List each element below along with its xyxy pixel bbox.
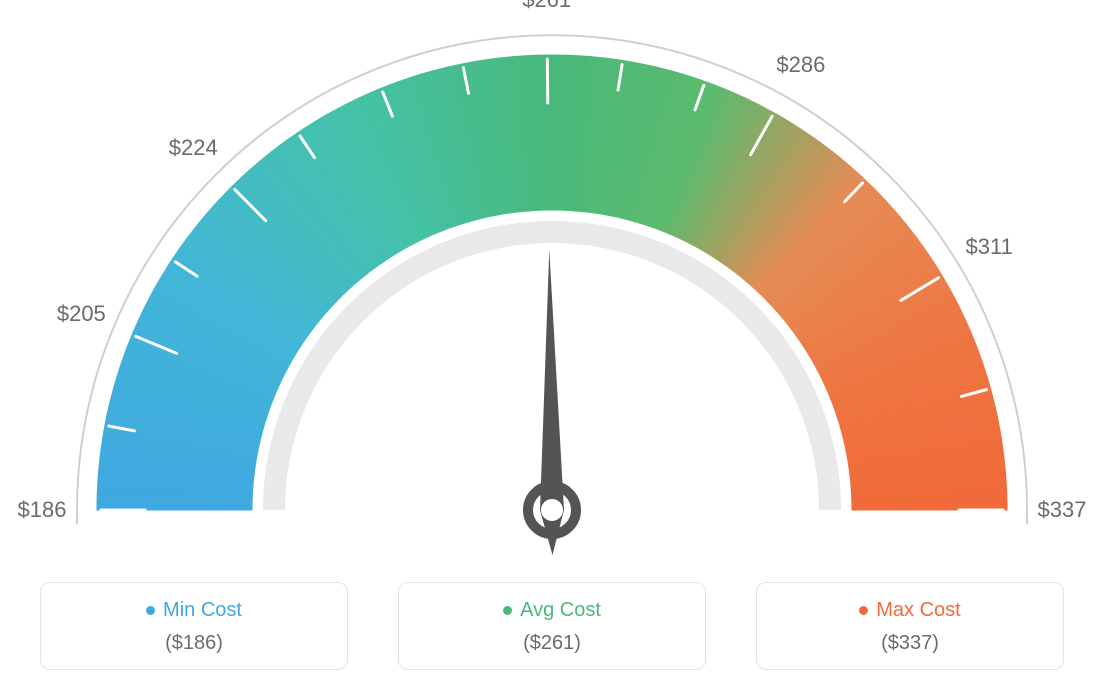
gauge-tick-label: $261: [522, 0, 571, 13]
gauge-tick-label: $205: [57, 301, 106, 327]
dot-icon: [146, 606, 155, 615]
legend-value-min: ($186): [53, 632, 335, 655]
legend-card-max: Max Cost ($337): [756, 582, 1064, 670]
legend-title-text: Max Cost: [876, 599, 960, 622]
gauge-tick-label: $186: [18, 497, 67, 523]
legend-value-avg: ($261): [411, 632, 693, 655]
gauge-tick-label: $224: [169, 135, 218, 161]
gauge-tick-label: $286: [776, 52, 825, 78]
gauge-tick-label: $311: [966, 234, 1013, 260]
dot-icon: [503, 606, 512, 615]
legend-title-avg: Avg Cost: [503, 599, 601, 622]
legend-title-text: Min Cost: [163, 599, 242, 622]
gauge-svg: [0, 0, 1104, 560]
legend-title-max: Max Cost: [859, 599, 960, 622]
legend-row: Min Cost ($186) Avg Cost ($261) Max Cost…: [0, 582, 1104, 670]
cost-gauge: $186 $205 $224 $261 $286 $311 $337: [0, 0, 1104, 560]
legend-card-min: Min Cost ($186): [40, 582, 348, 670]
gauge-tick-label: $337: [1038, 497, 1087, 523]
legend-title-min: Min Cost: [146, 599, 242, 622]
legend-title-text: Avg Cost: [520, 599, 601, 622]
legend-value-max: ($337): [769, 632, 1051, 655]
legend-card-avg: Avg Cost ($261): [398, 582, 706, 670]
dot-icon: [859, 606, 868, 615]
